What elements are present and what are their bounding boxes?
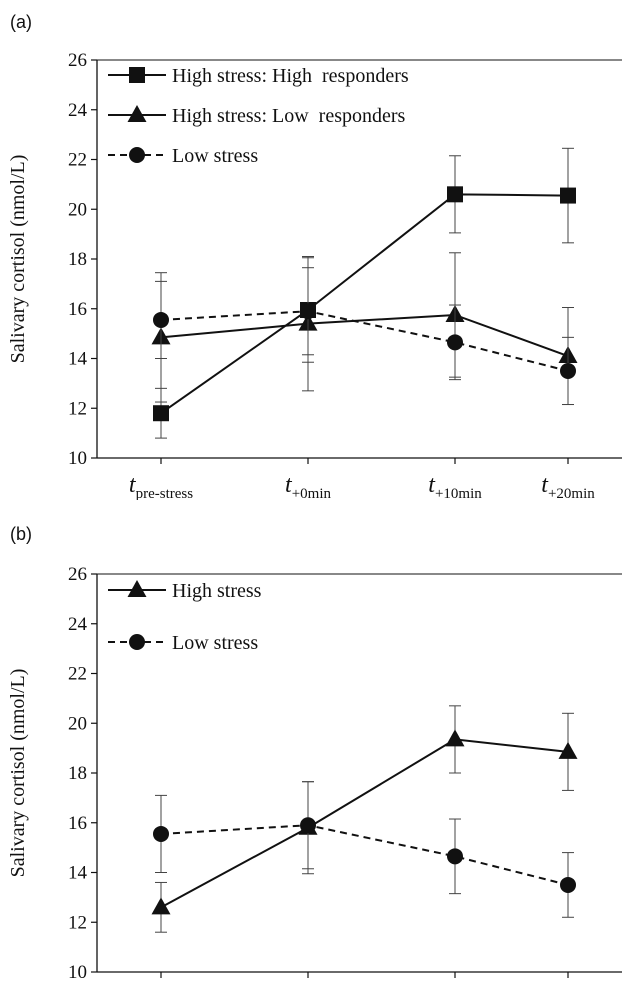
- legend-label: High stress: High responders: [172, 65, 409, 87]
- y-tick-label: 18: [68, 763, 87, 784]
- y-axis-label: Salivary cortisol (nmol/L): [7, 669, 29, 878]
- panel-a: (a) 10 12 14 16 18 20 22 24 26 tpre-stress t+0min t…: [7, 12, 622, 500]
- y-tick-label: 16: [68, 813, 87, 834]
- legend-entry: High stress: [108, 580, 262, 602]
- y-tick-label: 24: [68, 100, 88, 121]
- y-tick-label: 22: [68, 150, 87, 171]
- x-tick-label: tpre-stress: [129, 472, 193, 500]
- circle-marker: [560, 362, 576, 379]
- series-line: [160, 193, 569, 415]
- circle-marker: [129, 634, 145, 650]
- x-tick-label: t+10min: [428, 472, 482, 500]
- y-axis-label: Salivary cortisol (nmol/L): [7, 155, 29, 364]
- y-tick-label: 12: [68, 912, 87, 933]
- series-1: [151, 705, 578, 933]
- circle-marker: [560, 876, 576, 893]
- series-2: [151, 252, 578, 406]
- y-tick-label: 10: [68, 962, 87, 983]
- x-tick-label: t+0min: [285, 472, 331, 500]
- legend-entry: Low stress: [108, 145, 258, 167]
- y-tick-label: 12: [68, 398, 87, 419]
- series-line: [160, 313, 569, 357]
- circle-marker: [300, 817, 316, 834]
- y-tick-label: 10: [68, 448, 87, 469]
- y-tick-label: 18: [68, 249, 87, 270]
- panel-label: (a): [10, 12, 32, 32]
- y-tick-label: 20: [68, 199, 87, 220]
- cortisol-chart: 10 12 14 16 18 20 22 24 26 tpre-stress t+0min t+10m…: [7, 50, 622, 500]
- legend-entry: High stress: High responders: [108, 65, 409, 87]
- series-3: [153, 267, 576, 406]
- legend-label: High stress: [172, 580, 262, 602]
- circle-marker: [447, 334, 463, 351]
- cortisol-chart: 101214161820222426tpre-stresst+0mint+10m…: [7, 564, 622, 983]
- square-marker: [153, 405, 169, 422]
- circle-marker: [300, 303, 316, 320]
- circle-marker: [447, 848, 463, 865]
- triangle-marker: [127, 105, 147, 122]
- y-tick-label: 26: [68, 50, 87, 71]
- y-tick-label: 16: [68, 299, 87, 320]
- legend-label: Low stress: [172, 145, 258, 167]
- series-2: [153, 781, 576, 918]
- y-tick-label: 14: [68, 863, 88, 884]
- triangle-marker: [445, 729, 465, 747]
- circle-marker: [153, 311, 169, 328]
- series-1: [153, 147, 576, 439]
- triangle-marker: [558, 741, 578, 759]
- circle-marker: [153, 825, 169, 842]
- square-marker: [129, 67, 145, 83]
- series-line: [160, 310, 569, 372]
- x-tick-label: t+20min: [541, 472, 595, 500]
- y-tick-label: 24: [68, 614, 88, 635]
- legend-entry: High stress: Low responders: [108, 105, 406, 127]
- circle-marker: [129, 147, 145, 163]
- y-tick-label: 14: [68, 349, 88, 370]
- panel-label: (b): [10, 524, 32, 544]
- legend-label: High stress: Low responders: [172, 105, 406, 127]
- series-line: [160, 738, 569, 909]
- triangle-marker: [151, 897, 171, 915]
- series-line: [160, 824, 569, 886]
- triangle-marker: [127, 580, 147, 597]
- legend-label: Low stress: [172, 632, 258, 654]
- square-marker: [447, 186, 463, 203]
- y-tick-label: 22: [68, 664, 87, 685]
- panel-b: (b) 101214161820222426tpre-stresst+0mint…: [0, 500, 636, 986]
- square-marker: [560, 187, 576, 204]
- y-tick-label: 20: [68, 713, 87, 734]
- y-tick-label: 26: [68, 564, 87, 585]
- legend-entry: Low stress: [108, 632, 258, 654]
